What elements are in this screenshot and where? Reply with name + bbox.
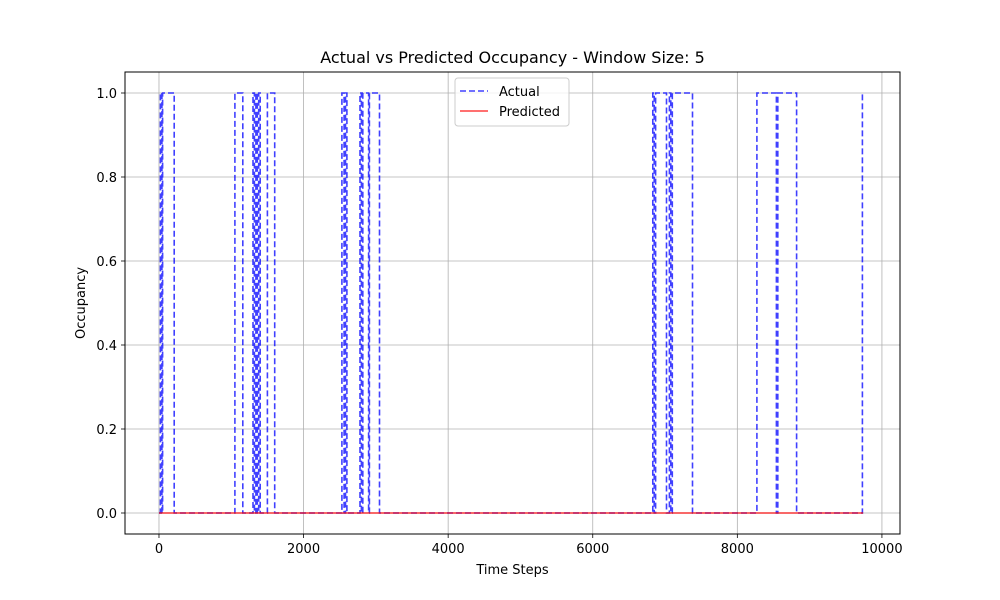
x-tick-label: 4000 [432, 542, 465, 557]
x-tick-label: 10000 [861, 542, 902, 557]
legend-predicted-label: Predicted [499, 105, 560, 120]
x-tick-label: 6000 [576, 542, 609, 557]
series-lines [159, 92, 864, 514]
y-tick-label: 0.0 [96, 507, 117, 522]
plot-area-frame [124, 71, 901, 535]
x-tick-label: 0 [155, 542, 163, 557]
x-axis-title: Time Steps [475, 563, 549, 578]
x-tick-label: 8000 [721, 542, 754, 557]
x-tick-label: 2000 [287, 542, 320, 557]
legend-actual-label: Actual [499, 85, 540, 100]
chart-title: Actual vs Predicted Occupancy - Window S… [320, 48, 705, 67]
y-tick-label: 0.6 [96, 255, 117, 270]
y-tick-label: 1.0 [96, 87, 117, 102]
axis-ticks: 0 2000 4000 6000 8000 10000 0.0 0.2 0.4 0.6 0.8 1.0 [96, 87, 902, 557]
legend-box [454, 77, 570, 127]
legend: Actual Predicted [454, 77, 570, 127]
y-tick-label: 0.2 [96, 423, 117, 438]
y-tick-label: 0.8 [96, 171, 117, 186]
y-axis-title: Occupancy [74, 267, 89, 339]
y-tick-label: 0.4 [96, 339, 117, 354]
